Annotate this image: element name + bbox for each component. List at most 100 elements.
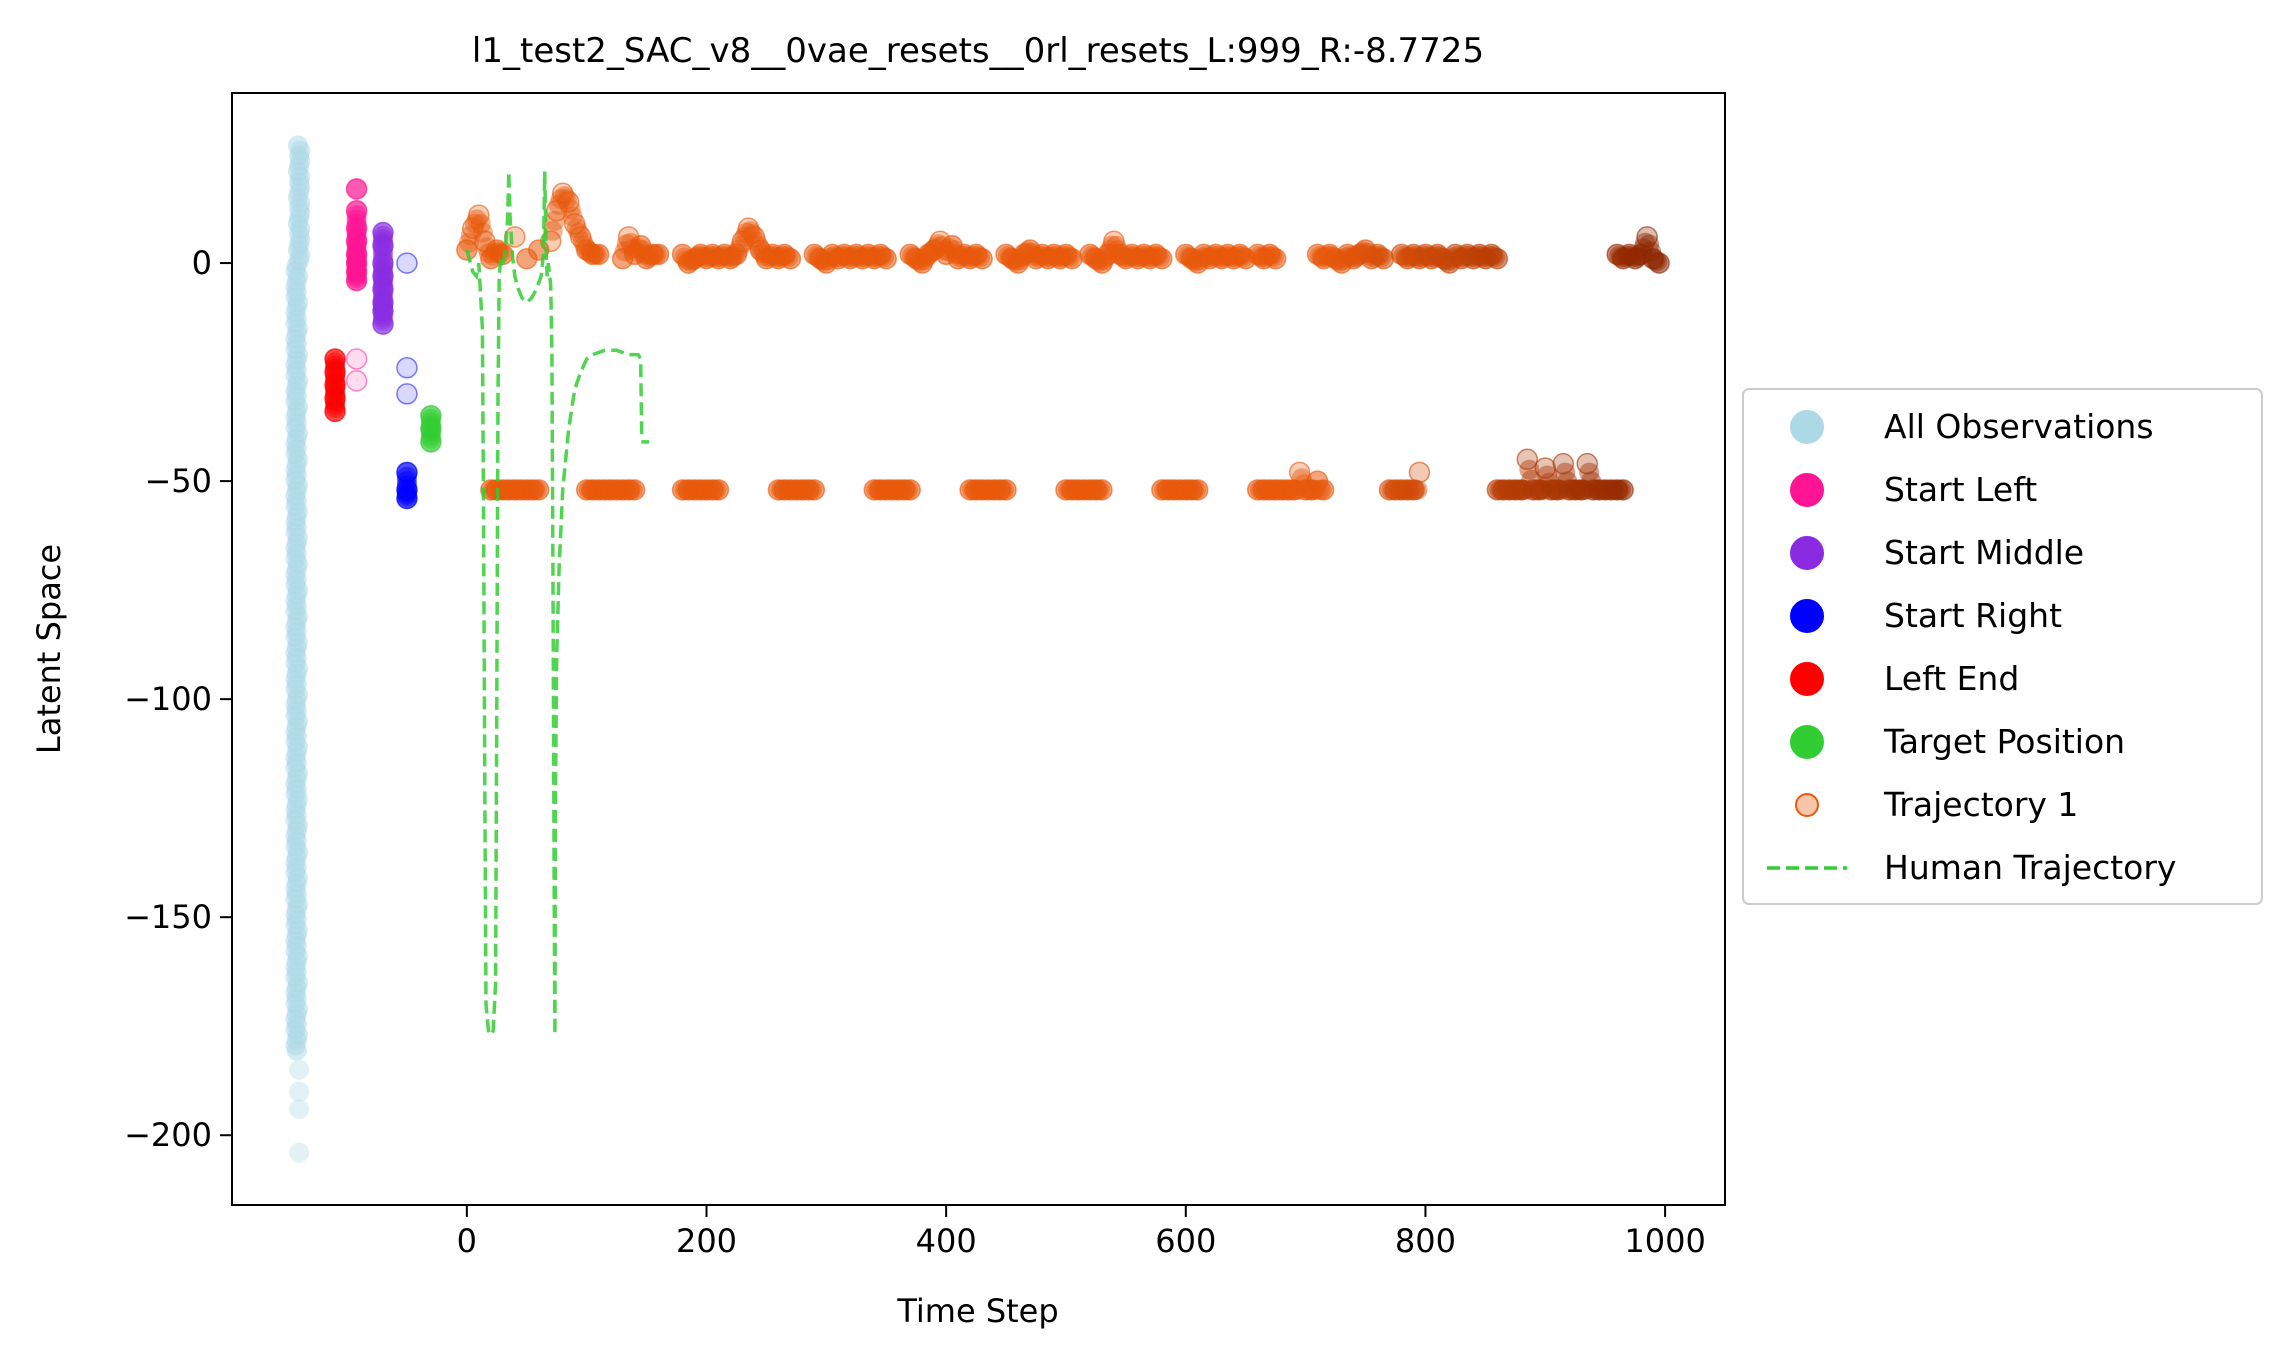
legend-item: Trajectory 1: [1795, 785, 2078, 824]
trajectory-1-point: [542, 220, 563, 241]
trajectory-1-point: [550, 189, 571, 210]
legend-label: Target Position: [1883, 722, 2125, 761]
trajectory-1-point: [1555, 462, 1576, 483]
trajectory-1-point: [1519, 459, 1540, 480]
trajectory-1-point: [557, 191, 580, 213]
series-start-right: [396, 252, 418, 510]
y-tick-label: −100: [124, 680, 212, 718]
trajectory-1-point: [779, 247, 802, 270]
trajectory-1-point: [468, 204, 490, 226]
trajectory-1-point: [971, 247, 993, 270]
series-human-trajectory: [465, 171, 649, 1039]
legend-marker: [1790, 410, 1824, 444]
trajectory-1-point: [875, 247, 897, 270]
series-start-middle: [372, 221, 394, 335]
trajectory-1-point: [1187, 479, 1209, 501]
trajectory-1-point: [1407, 479, 1428, 500]
trajectory-1-point: [1061, 247, 1083, 270]
legend-box: [1742, 388, 2263, 905]
y-tick-label: −200: [124, 1116, 212, 1154]
trajectory-1-point: [647, 243, 670, 266]
legend-item: Human Trajectory: [1767, 848, 2176, 887]
trajectory-1-point: [1264, 247, 1287, 270]
trajectory-1-point: [995, 479, 1017, 501]
trajectory-1-point: [1534, 457, 1557, 479]
y-tick-label: −150: [124, 898, 212, 936]
legend-item: Start Right: [1790, 596, 2062, 635]
axes: 0 200 400 600 800 1000 0 −50 −100 −150 −200: [124, 244, 1706, 1260]
trajectory-1-point: [1486, 247, 1509, 270]
legend-label: All Observations: [1884, 407, 2154, 446]
trajectory-1-point: [472, 222, 493, 243]
trajectory-1-point: [1579, 462, 1600, 483]
x-tick-label: 400: [916, 1222, 977, 1260]
start-left-point: [346, 268, 367, 289]
legend-marker: [1790, 725, 1824, 759]
trajectory-1-point: [725, 243, 748, 266]
y-axis-label: Latent Space: [30, 544, 68, 754]
series-trajectory-1: [456, 182, 1670, 501]
all-observations-point: [289, 1142, 310, 1163]
trajectory-1-point: [1635, 232, 1656, 253]
trajectory-1-point: [803, 479, 826, 501]
x-tick-label: 200: [676, 1222, 737, 1260]
trajectory-1-point: [1516, 448, 1539, 471]
trajectory-1-point: [1648, 252, 1670, 274]
start-right-point: [396, 252, 418, 274]
start-right-point: [396, 383, 418, 405]
trajectory-1-point: [1552, 452, 1574, 475]
legend-label: Left End: [1884, 659, 2019, 698]
legend-item: Start Middle: [1790, 533, 2084, 572]
legend: All Observations Start Left Start Middle St…: [1742, 388, 2263, 905]
x-tick-label: 0: [457, 1222, 477, 1260]
x-tick-label: 800: [1395, 1222, 1456, 1260]
trajectory-1-point: [1576, 452, 1598, 475]
series-left-end: [324, 348, 346, 423]
trajectory-1-point: [1612, 479, 1634, 501]
legend-marker: [1790, 662, 1824, 696]
trajectory-1-point: [1405, 479, 1426, 500]
all-observations-point: [289, 1099, 310, 1120]
left-end-point: [325, 398, 346, 419]
target-position-point: [420, 428, 441, 449]
x-tick-label: 600: [1155, 1222, 1216, 1260]
legend-marker: [1795, 793, 1819, 817]
trajectory-1-point: [707, 479, 730, 501]
start-middle-point: [372, 310, 393, 331]
trajectory-1-point: [470, 213, 491, 234]
legend-label: Start Left: [1884, 470, 2037, 509]
series-target-position: [420, 404, 442, 453]
legend-marker: [1790, 536, 1824, 570]
x-tick-label: 1000: [1624, 1222, 1705, 1260]
trajectory-1-point: [740, 221, 761, 242]
trajectory-1-point: [1408, 461, 1431, 484]
chart-title: l1_test2_SAC_v8__0vae_resets__0rl_resets…: [472, 31, 1484, 71]
all-observations-point: [289, 1059, 310, 1080]
series-all-observations: [285, 135, 311, 1163]
all-observations-point: [286, 1040, 307, 1061]
legend-label: Human Trajectory: [1884, 848, 2176, 887]
trajectory-1-point: [623, 479, 646, 501]
y-tick-label: −50: [144, 462, 212, 500]
trajectory-1-point: [1151, 247, 1173, 270]
trajectory-1-point: [456, 239, 478, 261]
trajectory-1-point: [527, 479, 550, 501]
legend-item: Left End: [1790, 659, 2019, 698]
start-right-point: [396, 486, 417, 507]
plot-frame: [231, 92, 1726, 1206]
trajectory-1-point: [1372, 247, 1395, 270]
trajectory-1-point: [460, 225, 481, 246]
legend-label: Trajectory 1: [1883, 785, 2078, 824]
legend-marker: [1790, 599, 1824, 633]
start-left-point: [345, 178, 368, 200]
trajectory-1-point: [899, 479, 921, 501]
trajectory-1-point: [731, 230, 754, 253]
legend-item: Target Position: [1790, 722, 2125, 761]
series-start-left: [345, 178, 368, 392]
y-tick-label: 0: [192, 244, 212, 282]
trajectory-1-point: [1312, 479, 1335, 501]
trajectory-1-point: [562, 206, 583, 227]
legend-marker: [1790, 473, 1824, 507]
start-left-point: [345, 348, 368, 370]
